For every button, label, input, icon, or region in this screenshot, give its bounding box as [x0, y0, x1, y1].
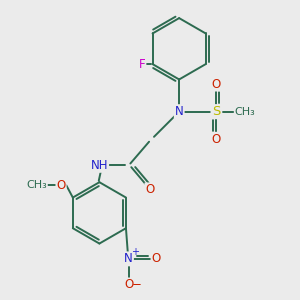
Text: −: −	[131, 278, 141, 292]
Text: O: O	[56, 179, 66, 192]
Text: CH₃: CH₃	[235, 107, 256, 117]
Text: +: +	[131, 247, 139, 257]
Text: O: O	[124, 278, 133, 292]
Text: NH: NH	[91, 159, 108, 172]
Text: S: S	[212, 105, 220, 118]
Text: O: O	[211, 133, 220, 146]
Text: N: N	[124, 252, 133, 266]
Text: N: N	[175, 105, 184, 118]
Text: O: O	[146, 183, 154, 196]
Text: O: O	[211, 78, 220, 91]
Text: F: F	[139, 58, 145, 70]
Text: CH₃: CH₃	[26, 180, 47, 190]
Text: O: O	[152, 252, 161, 266]
